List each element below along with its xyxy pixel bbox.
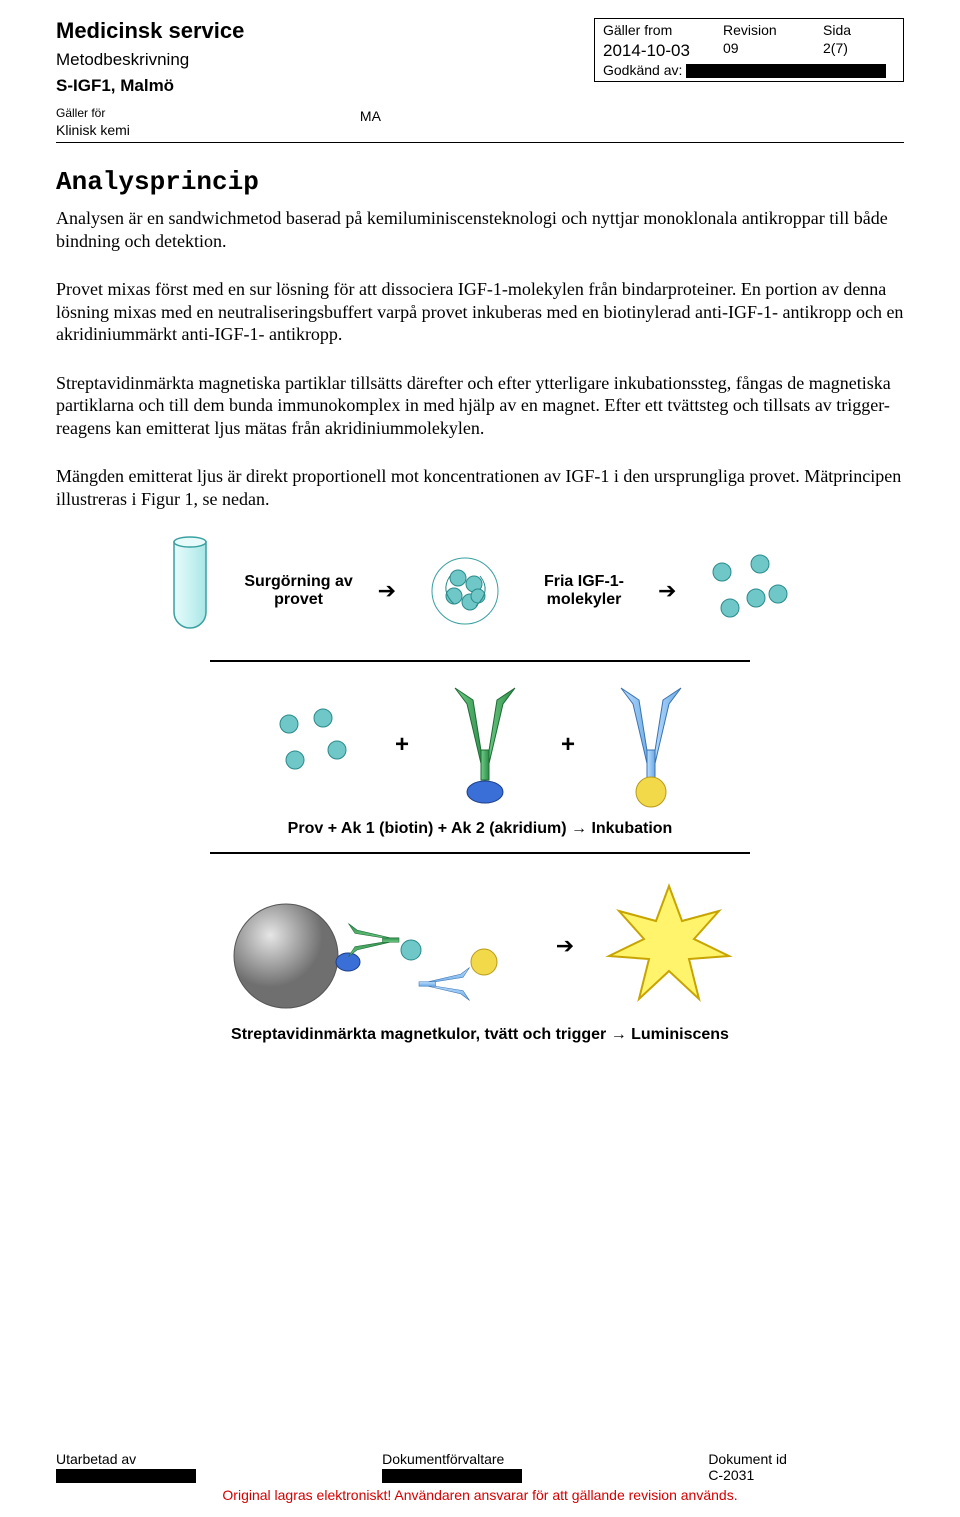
- antibody-biotin-icon: [445, 680, 525, 810]
- sample-dots-icon: [269, 700, 359, 790]
- figure-row-2: + +: [56, 680, 904, 810]
- antibody-acridinium-icon: [611, 680, 691, 810]
- free-molecules-icon: [700, 546, 800, 636]
- paragraph-4: Mängden emitterat ljus är direkt proport…: [56, 465, 904, 510]
- figure-row-1: Surgörning av provet ➔ Fria IGF-1- molek…: [56, 536, 904, 646]
- step1-label-b: Fria IGF-1- molekyler: [534, 573, 634, 610]
- arrow-icon: ➔: [378, 578, 396, 604]
- paragraph-2: Provet mixas först med en sur lösning fö…: [56, 278, 904, 346]
- section-heading: Analysprincip: [56, 167, 904, 197]
- plus-icon: +: [561, 731, 575, 759]
- ma-code: MA: [360, 108, 381, 138]
- figure-caption-3: Streptavidinmärkta magnetkulor, tvätt oc…: [56, 1026, 904, 1044]
- footer-col-author: Utarbetad av: [56, 1451, 382, 1483]
- test-tube-icon: [160, 536, 220, 646]
- header-left: Medicinsk service Metodbeskrivning S-IGF…: [56, 18, 244, 96]
- plus-icon: +: [395, 731, 409, 759]
- bound-complex-icon: [420, 546, 510, 636]
- document-footer: Utarbetad av Dokumentförvaltare Dokument…: [56, 1451, 904, 1503]
- paragraph-1: Analysen är en sandwichmetod baserad på …: [56, 207, 904, 252]
- page: Medicinsk service Metodbeskrivning S-IGF…: [0, 0, 960, 1517]
- scope-row: Gäller för Klinisk kemi MA: [56, 106, 904, 138]
- figure-caption-2: Prov + Ak 1 (biotin) + Ak 2 (akridium) →…: [56, 820, 904, 838]
- page-value: 2(7): [823, 40, 883, 61]
- footer-custodian-label: Dokumentförvaltare: [382, 1451, 708, 1467]
- step1-label-a: Surgörning av provet: [244, 573, 354, 610]
- footer-docid-label: Dokument id: [708, 1451, 904, 1467]
- footer-author-label: Utarbetad av: [56, 1451, 382, 1467]
- approved-by-label: Godkänd av:: [603, 62, 682, 80]
- org-name: Medicinsk service: [56, 18, 244, 44]
- document-header: Medicinsk service Metodbeskrivning S-IGF…: [56, 18, 904, 96]
- revision-label: Revision: [723, 22, 823, 40]
- bead-complex-icon: [226, 876, 526, 1016]
- figure-1: Surgörning av provet ➔ Fria IGF-1- molek…: [56, 536, 904, 1044]
- arrow-icon: ➔: [556, 933, 574, 959]
- doc-type: Metodbeskrivning: [56, 50, 244, 70]
- header-meta-box: Gäller from Revision Sida 2014-10-03 09 …: [594, 18, 904, 82]
- header-rule: [56, 142, 904, 143]
- footer-note: Original lagras elektroniskt! Användaren…: [56, 1487, 904, 1503]
- doc-subject: S-IGF1, Malmö: [56, 76, 244, 96]
- paragraph-3: Streptavidinmärkta magnetiska partiklar …: [56, 372, 904, 440]
- figure-separator: [210, 660, 750, 662]
- arrow-icon: ➔: [658, 578, 676, 604]
- footer-col-custodian: Dokumentförvaltare: [382, 1451, 708, 1483]
- luminescence-icon: [604, 881, 734, 1011]
- figure-row-3: ➔: [56, 876, 904, 1016]
- scope-label: Gäller för: [56, 106, 130, 120]
- page-label: Sida: [823, 22, 883, 40]
- scope-value: Klinisk kemi: [56, 122, 130, 138]
- revision-value: 09: [723, 40, 823, 61]
- figure-separator: [210, 852, 750, 854]
- valid-from-label: Gäller from: [603, 22, 723, 40]
- footer-docid-value: C-2031: [708, 1467, 904, 1483]
- footer-col-docid: Dokument id C-2031: [708, 1451, 904, 1483]
- redaction-bar: [56, 1469, 196, 1483]
- redaction-bar: [382, 1469, 522, 1483]
- valid-from-value: 2014-10-03: [603, 40, 723, 61]
- redaction-bar: [686, 64, 886, 78]
